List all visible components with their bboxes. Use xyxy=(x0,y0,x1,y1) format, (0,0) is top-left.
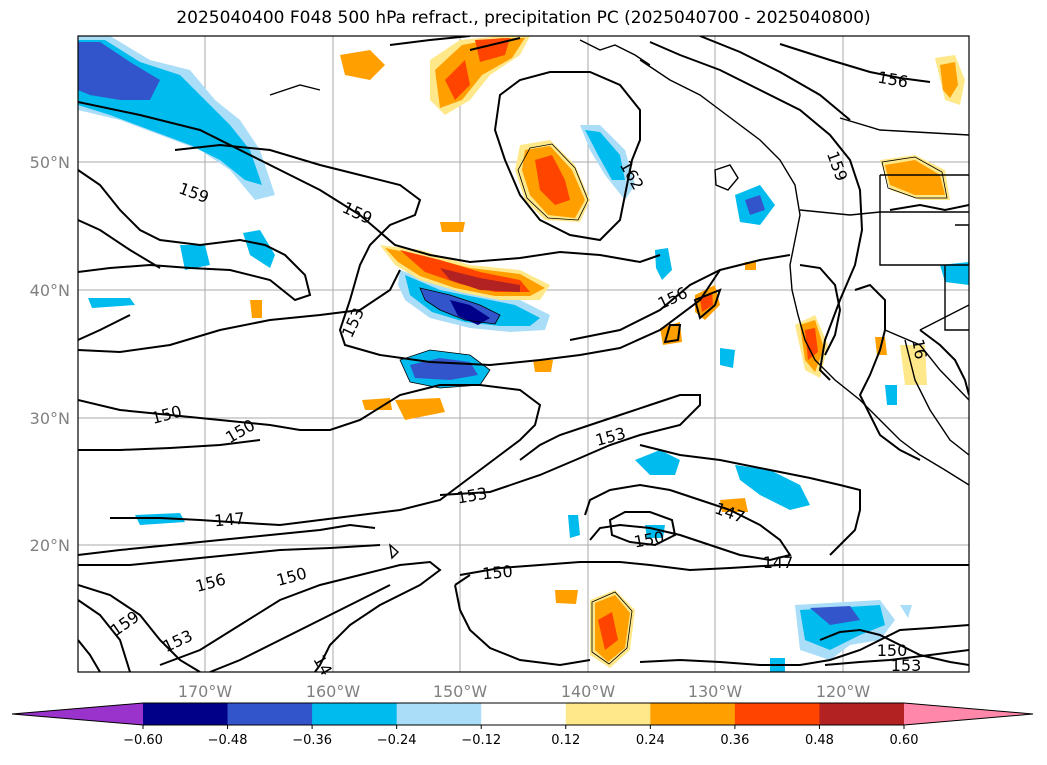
colorbar-swatch xyxy=(819,703,905,725)
colorbar: −0.60 −0.48 −0.36 −0.24 −0.12 0.12 0.24 0.36 0.4… xyxy=(11,702,1034,748)
coastlines xyxy=(269,39,969,560)
colorbar-tick-label: −0.36 xyxy=(292,733,332,748)
positive-shading xyxy=(250,36,965,668)
colorbar-tick-label: 0.48 xyxy=(805,733,834,748)
colorbar-tick-label: −0.48 xyxy=(208,733,248,748)
colorbar-swatch xyxy=(734,703,820,725)
colorbar-tick-label: 0.60 xyxy=(890,733,919,748)
colorbar-extend-low xyxy=(12,703,143,725)
colorbar-swatch xyxy=(565,703,651,725)
map-frame xyxy=(77,35,970,673)
lat-label: 30°N xyxy=(30,409,70,428)
colorbar-swatch xyxy=(396,703,482,725)
contour-label: 16 xyxy=(908,337,930,360)
page-title: 2025040400 F048 500 hPa refract., precip… xyxy=(176,8,871,28)
contour-label: 153 xyxy=(891,656,922,675)
colorbar-swatch xyxy=(650,703,736,725)
contour-label: 150 xyxy=(877,641,908,660)
colorbar-tick-label: 0.36 xyxy=(720,733,749,748)
lon-label: 160°W xyxy=(306,682,361,701)
colorbar-tick-label: −0.12 xyxy=(461,733,501,748)
lat-label: 50°N xyxy=(30,153,70,172)
lon-label: 120°W xyxy=(816,682,871,701)
negative-shading xyxy=(78,36,969,672)
lat-label: 20°N xyxy=(30,536,70,555)
colorbar-tick-label: 0.12 xyxy=(551,733,580,748)
colorbar-swatch xyxy=(481,703,567,725)
colorbar-tick-label: −0.60 xyxy=(123,733,163,748)
contour-label: 147 xyxy=(213,509,245,531)
lon-label: 140°W xyxy=(561,682,616,701)
longitude-labels: 170°W 160°W 150°W 140°W 130°W 120°W xyxy=(178,682,871,701)
lat-label: 40°N xyxy=(30,281,70,300)
colorbar-tick-label: 0.24 xyxy=(636,733,665,748)
contour-label: 150 xyxy=(481,562,513,584)
colorbar-swatch xyxy=(227,703,313,725)
colorbar-tick-label: −0.24 xyxy=(377,733,417,748)
latitude-labels: 50°N 40°N 30°N 20°N xyxy=(30,153,70,555)
refractivity-contours xyxy=(78,36,969,672)
contour-label: 147 xyxy=(763,553,794,572)
colorbar-swatch xyxy=(312,703,398,725)
shading-outlines xyxy=(399,143,948,665)
colorbar-swatch xyxy=(143,703,229,725)
colorbar-extend-high xyxy=(904,703,1033,725)
lon-label: 150°W xyxy=(433,682,488,701)
lon-label: 130°W xyxy=(688,682,743,701)
lon-label: 170°W xyxy=(178,682,233,701)
